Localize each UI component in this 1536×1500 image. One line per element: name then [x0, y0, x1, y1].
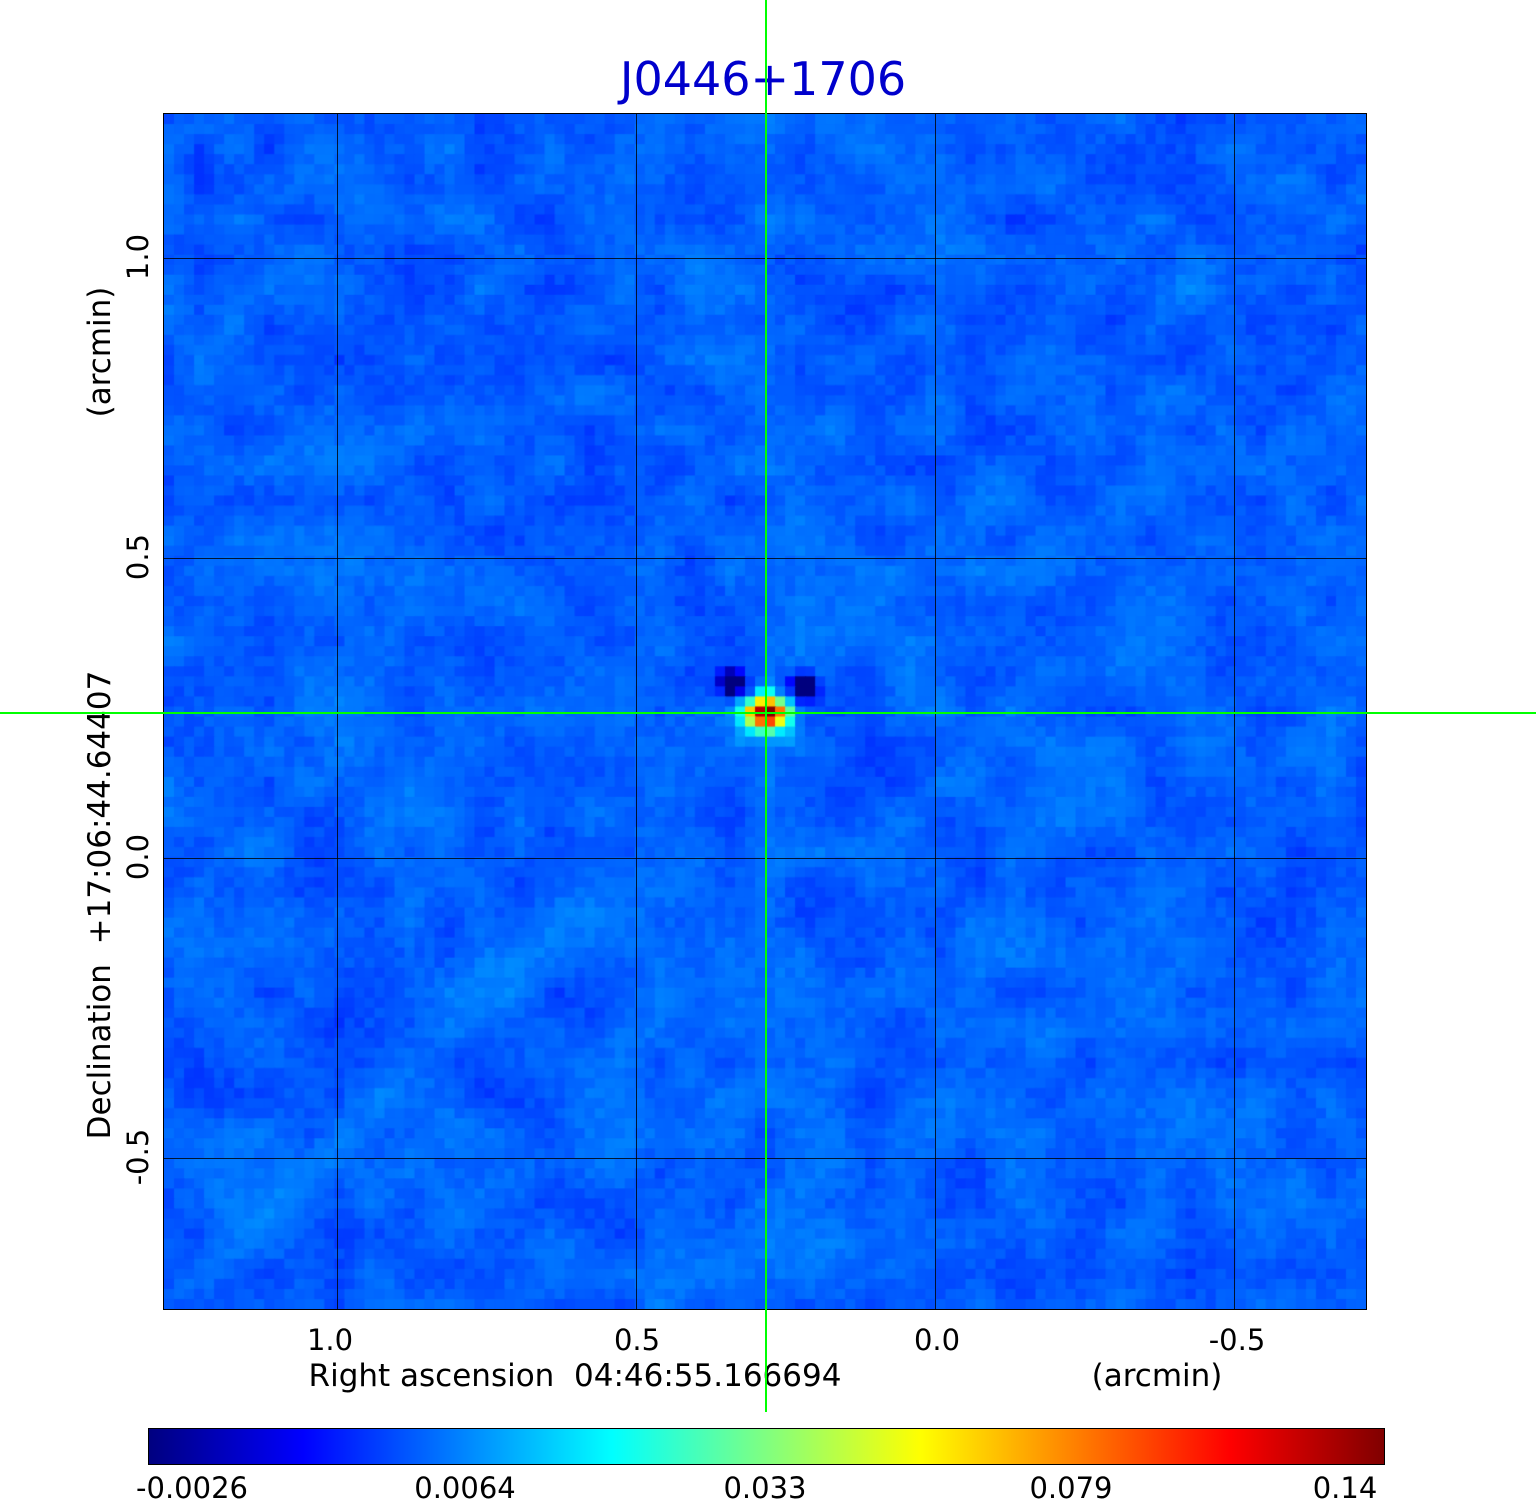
figure-title: J0446+1706: [619, 52, 907, 106]
x-tick-0.5: 0.5: [613, 1323, 661, 1357]
crosshair-horizontal-line: [0, 712, 1536, 714]
sky-image-plot[interactable]: [163, 113, 1367, 1310]
heatmap-canvas: [164, 114, 1366, 1309]
crosshair-vertical-line: [765, 0, 768, 1412]
y-axis-label: Declination +17:06:44.64407: [82, 670, 118, 1140]
y-tick-0.0: 0.0: [121, 833, 155, 881]
x-tick-0.0: 0.0: [913, 1323, 961, 1357]
y-tick--0.5: -0.5: [121, 1128, 155, 1186]
y-tick-0.5: 0.5: [121, 533, 155, 581]
x-tick--0.5: -0.5: [1208, 1323, 1266, 1357]
colorbar-tick-min: -0.0026: [136, 1471, 248, 1500]
colorbar-tick-max: 0.14: [1312, 1471, 1378, 1500]
x-axis-unit: (arcmin): [1091, 1358, 1223, 1394]
colorbar-tick-2: 0.033: [723, 1471, 807, 1500]
colorbar: [148, 1428, 1385, 1465]
x-axis-label: Right ascension 04:46:55.166694: [308, 1358, 842, 1394]
y-axis-unit: (arcmin): [82, 286, 118, 418]
x-tick-1.0: 1.0: [306, 1323, 354, 1357]
colorbar-tick-3: 0.079: [1029, 1471, 1113, 1500]
colorbar-tick-1: 0.0064: [414, 1471, 516, 1500]
y-tick-1.0: 1.0: [121, 233, 155, 281]
